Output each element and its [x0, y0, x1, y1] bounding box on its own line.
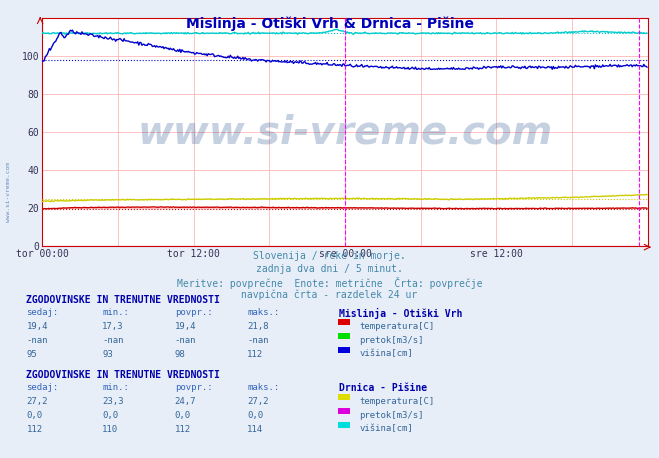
- Text: 24,7: 24,7: [175, 397, 196, 406]
- Text: zadnja dva dni / 5 minut.: zadnja dva dni / 5 minut.: [256, 264, 403, 274]
- Text: temperatura[C]: temperatura[C]: [359, 322, 434, 331]
- Text: -nan: -nan: [102, 336, 124, 344]
- Text: 19,4: 19,4: [175, 322, 196, 331]
- Text: min.:: min.:: [102, 308, 129, 316]
- Text: višina[cm]: višina[cm]: [359, 425, 413, 434]
- Text: Mislinja - Otiški Vrh: Mislinja - Otiški Vrh: [339, 308, 463, 319]
- Text: 0,0: 0,0: [247, 411, 263, 420]
- Text: Drnica - Pišine: Drnica - Pišine: [339, 382, 428, 393]
- Text: navpična črta - razdelek 24 ur: navpična črta - razdelek 24 ur: [241, 290, 418, 300]
- Text: 0,0: 0,0: [26, 411, 42, 420]
- Text: www.si-vreme.com: www.si-vreme.com: [137, 113, 553, 151]
- Text: Mislinja - Otiški Vrh & Drnica - Pišine: Mislinja - Otiški Vrh & Drnica - Pišine: [185, 17, 474, 32]
- Text: 93: 93: [102, 349, 113, 359]
- Text: ZGODOVINSKE IN TRENUTNE VREDNOSTI: ZGODOVINSKE IN TRENUTNE VREDNOSTI: [26, 295, 220, 305]
- Text: maks.:: maks.:: [247, 382, 279, 392]
- Text: www.si-vreme.com: www.si-vreme.com: [6, 162, 11, 223]
- Text: višina[cm]: višina[cm]: [359, 349, 413, 359]
- Text: -nan: -nan: [247, 336, 269, 344]
- Text: 114: 114: [247, 425, 263, 434]
- Text: maks.:: maks.:: [247, 308, 279, 316]
- Text: 21,8: 21,8: [247, 322, 269, 331]
- Text: ZGODOVINSKE IN TRENUTNE VREDNOSTI: ZGODOVINSKE IN TRENUTNE VREDNOSTI: [26, 370, 220, 380]
- Text: 19,4: 19,4: [26, 322, 48, 331]
- Text: 27,2: 27,2: [247, 397, 269, 406]
- Text: 27,2: 27,2: [26, 397, 48, 406]
- Text: 17,3: 17,3: [102, 322, 124, 331]
- Text: -nan: -nan: [26, 336, 48, 344]
- Text: 98: 98: [175, 349, 185, 359]
- Text: povpr.:: povpr.:: [175, 308, 212, 316]
- Text: pretok[m3/s]: pretok[m3/s]: [359, 411, 424, 420]
- Text: 0,0: 0,0: [102, 411, 118, 420]
- Text: Meritve: povprečne  Enote: metrične  Črta: povprečje: Meritve: povprečne Enote: metrične Črta:…: [177, 277, 482, 289]
- Text: 112: 112: [26, 425, 42, 434]
- Text: 23,3: 23,3: [102, 397, 124, 406]
- Text: 110: 110: [102, 425, 118, 434]
- Text: povpr.:: povpr.:: [175, 382, 212, 392]
- Text: temperatura[C]: temperatura[C]: [359, 397, 434, 406]
- Text: 95: 95: [26, 349, 37, 359]
- Text: sedaj:: sedaj:: [26, 382, 59, 392]
- Text: 112: 112: [175, 425, 190, 434]
- Text: -nan: -nan: [175, 336, 196, 344]
- Text: 112: 112: [247, 349, 263, 359]
- Text: 0,0: 0,0: [175, 411, 190, 420]
- Text: Slovenija / reke in morje.: Slovenija / reke in morje.: [253, 251, 406, 261]
- Text: sedaj:: sedaj:: [26, 308, 59, 316]
- Text: min.:: min.:: [102, 382, 129, 392]
- Text: pretok[m3/s]: pretok[m3/s]: [359, 336, 424, 344]
